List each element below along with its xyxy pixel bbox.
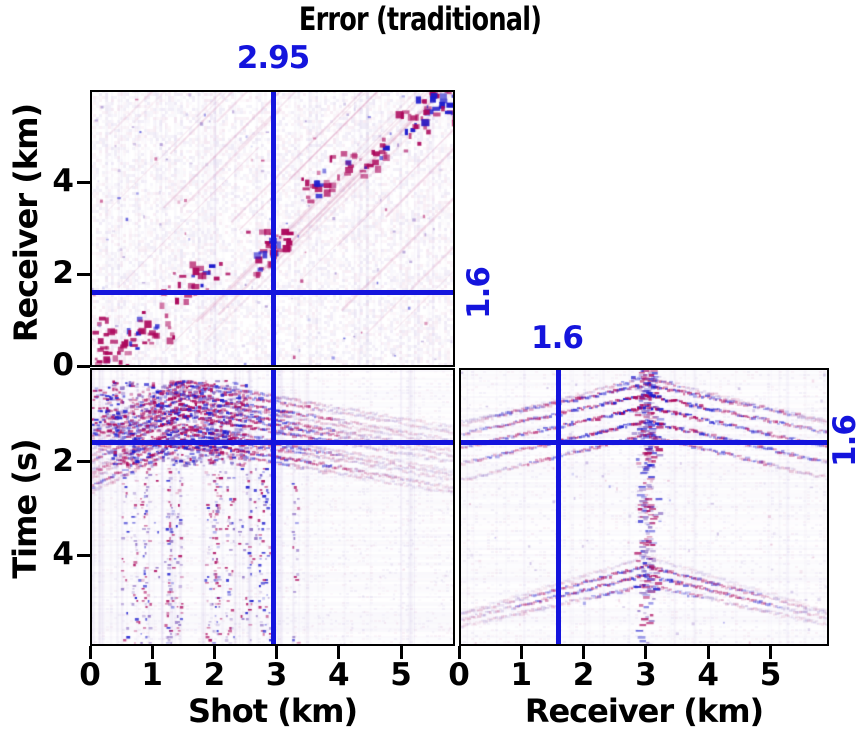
- crosshair-receiver-value-label: 1.6: [531, 320, 584, 356]
- tick-label: 4: [328, 657, 350, 693]
- tick-mark: [150, 646, 154, 659]
- crosshair-time-value-label-rotated: 1.6: [827, 415, 856, 467]
- tick-mark: [769, 646, 772, 659]
- tick-label: 5: [390, 657, 412, 693]
- tick-label: 0: [448, 657, 470, 693]
- tick-label: 2: [52, 255, 74, 292]
- tick-mark: [399, 646, 403, 659]
- tick-mark: [77, 460, 90, 464]
- tick-label: 2: [52, 442, 74, 479]
- receiver-axis-title-bottom: Receiver (km): [524, 692, 764, 730]
- tick-mark: [77, 364, 90, 368]
- tick-mark: [706, 646, 710, 659]
- shot-axis-title: Shot (km): [187, 692, 358, 730]
- tick-label: 5: [759, 657, 782, 693]
- crosshair-shot-value-label: 2.95: [236, 40, 311, 76]
- tick-mark: [212, 646, 216, 659]
- crosshair-shot-vertical-line-top: [270, 90, 276, 367]
- tick-mark: [77, 180, 90, 184]
- tick-mark: [519, 646, 523, 659]
- crosshair-receiver-vertical-line-right: [556, 368, 562, 646]
- tick-label: 2: [572, 657, 595, 693]
- tick-label: 3: [635, 657, 657, 693]
- tick-mark: [77, 272, 90, 276]
- tick-label: 4: [52, 163, 74, 200]
- crosshair-time-horizontal-line-right: [459, 440, 829, 446]
- tick-mark: [337, 646, 341, 659]
- crosshair-shot-vertical-line-bottom: [270, 368, 276, 646]
- tick-label: 1: [141, 657, 163, 693]
- receiver-axis-title-left: Receiver (km): [7, 103, 45, 343]
- tick-mark: [77, 553, 90, 557]
- chart-title: Error (traditional): [298, 0, 542, 38]
- tick-mark: [275, 646, 279, 659]
- tick-label: 1: [510, 657, 533, 693]
- tick-label: 3: [265, 657, 288, 693]
- crosshair-receiver-value-label-rotated: 1.6: [461, 267, 497, 319]
- tick-label: 0: [79, 657, 101, 693]
- panel-receiver-time-heatmap: [459, 368, 829, 646]
- tick-label: 2: [203, 657, 226, 693]
- tick-label: 4: [697, 657, 719, 693]
- tick-label: 0: [52, 347, 74, 383]
- tick-label: 4: [52, 536, 74, 573]
- crosshair-receiver-horizontal-line-top: [90, 290, 455, 296]
- tick-mark: [582, 646, 586, 659]
- tick-mark: [457, 646, 461, 659]
- crosshair-time-horizontal-line-left: [90, 440, 455, 446]
- tick-mark: [88, 646, 92, 659]
- tick-mark: [644, 646, 648, 659]
